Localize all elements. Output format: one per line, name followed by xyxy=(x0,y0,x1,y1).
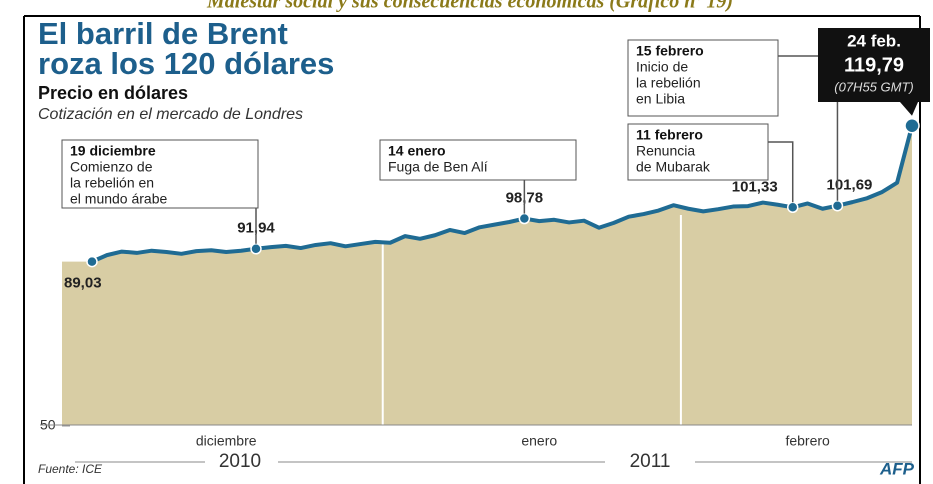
annotation-text: de Mubarak xyxy=(636,159,711,175)
annotation-text: en Libia xyxy=(636,91,685,107)
value-label: 101,69 xyxy=(827,177,873,194)
annotation-text: la rebelión xyxy=(636,75,701,91)
chart-note: Cotización en el mercado de Londres xyxy=(38,106,303,123)
annotation-text: Comienzo de xyxy=(70,159,153,175)
point xyxy=(87,257,97,267)
value-label: 89,03 xyxy=(64,275,102,292)
annotation-text: Inicio de xyxy=(636,59,688,75)
point xyxy=(519,214,529,224)
annotation-text: Renuncia xyxy=(636,143,695,159)
x-tick-label: febrero xyxy=(785,433,830,449)
x-tick-label: enero xyxy=(521,433,557,449)
infographic: Malestar social y sus consecuencias econ… xyxy=(0,0,933,484)
callout-date: 24 feb. xyxy=(847,31,901,50)
annotation-text: el mundo árabe xyxy=(70,191,168,207)
point xyxy=(905,119,919,133)
logo: AFP xyxy=(879,459,915,478)
chart-subtitle: Precio en dólares xyxy=(38,83,188,103)
annotation-date: 11 febrero xyxy=(636,127,703,143)
callout-time: (07H55 GMT) xyxy=(834,79,913,94)
source: Fuente: ICE xyxy=(38,462,103,476)
annotation-date: 19 diciembre xyxy=(70,143,156,159)
annotation-text: la rebelión en xyxy=(70,175,154,191)
x-tick-label: diciembre xyxy=(196,433,257,449)
annotation-date: 14 enero xyxy=(388,143,446,159)
year-label: 2010 xyxy=(219,451,261,472)
point xyxy=(832,201,842,211)
chart-title: roza los 120 dólares xyxy=(38,46,334,81)
annotation-date: 15 febrero xyxy=(636,43,704,59)
value-label: 101,33 xyxy=(732,178,778,195)
point xyxy=(788,202,798,212)
annotation-text: Fuga de Ben Alí xyxy=(388,159,488,175)
year-label: 2011 xyxy=(630,451,671,472)
point xyxy=(251,244,261,254)
page-header: Malestar social y sus consecuencias econ… xyxy=(206,0,733,13)
callout-value: 119,79 xyxy=(844,54,904,76)
